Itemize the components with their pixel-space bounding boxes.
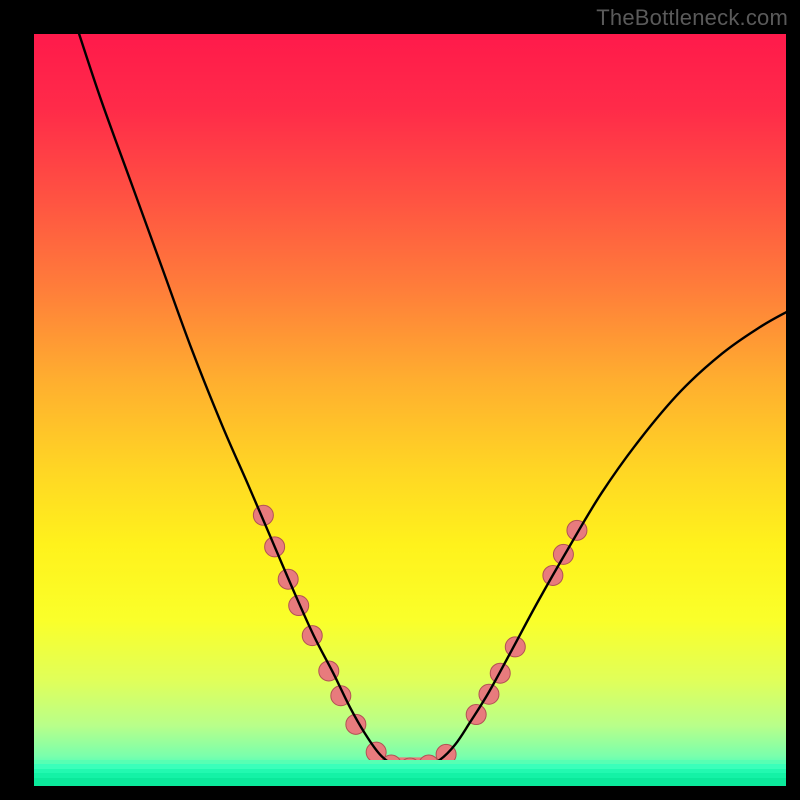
curve-right-branch [410,312,786,768]
data-marker [505,637,525,657]
watermark-text: TheBottleneck.com [596,5,788,31]
data-marker [302,626,322,646]
data-marker [553,544,573,564]
curve-left-branch [79,34,410,769]
bottom-band [34,778,786,786]
figure-root: { "watermark": { "text": "TheBottleneck.… [0,0,800,800]
data-marker [289,596,309,616]
plot-area [34,34,786,786]
chart-svg [34,34,786,786]
